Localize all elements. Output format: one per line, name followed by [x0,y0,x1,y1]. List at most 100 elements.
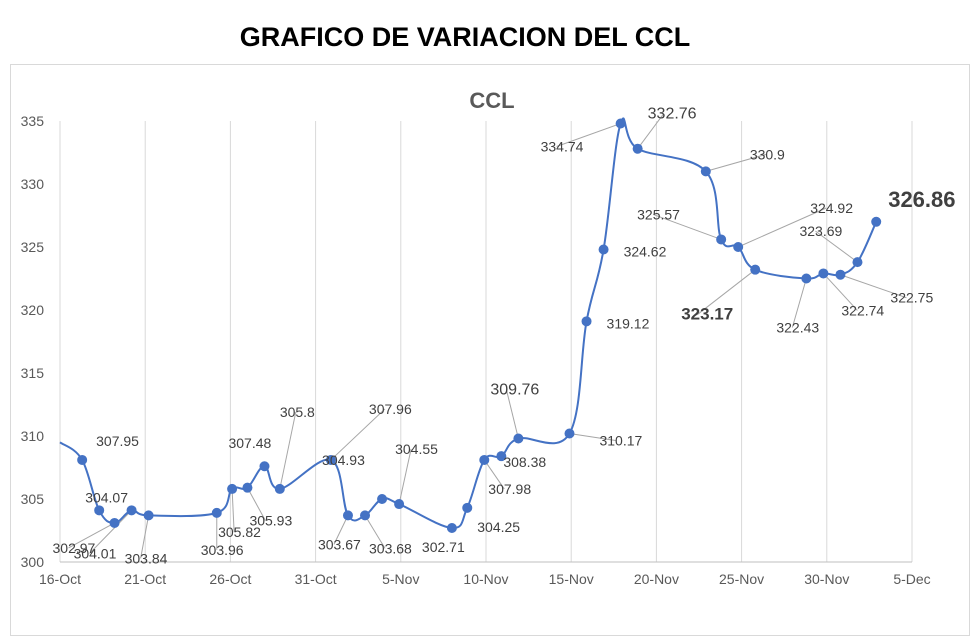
label-leader-line [483,459,505,490]
data-label: 324.62 [624,244,667,260]
data-point [871,216,882,227]
data-label: 308.38 [503,454,546,470]
chart-frame [10,64,970,636]
data-point [598,244,609,255]
x-tick-label: 5-Nov [382,571,419,587]
data-label: 334.74 [541,139,584,155]
data-label: 323.69 [799,223,842,239]
x-tick-label: 20-Nov [634,571,679,587]
data-label: 324.92 [810,200,853,216]
page-title: GRAFICO DE VARIACION DEL CCL [239,22,691,52]
label-leader-line [140,515,150,559]
x-tick-label: 15-Nov [549,571,594,587]
data-markers [77,118,882,533]
data-point [615,118,626,129]
data-point [242,482,253,493]
y-tick-label: 325 [21,239,45,255]
data-point [716,234,727,245]
data-point [94,505,105,516]
data-point [496,451,507,462]
label-leader-line [637,113,665,150]
label-leader-line [823,273,858,311]
label-leader-line [705,153,766,172]
data-label: 307.98 [488,481,531,497]
x-tick-label: 5-Dec [893,571,930,587]
data-point [564,428,575,439]
x-tick-label: 21-Oct [124,571,166,587]
data-point [126,505,137,516]
data-point [377,494,388,504]
data-label: 305.93 [249,513,292,529]
y-tick-label: 305 [21,491,45,507]
data-label: 322.74 [841,302,884,318]
data-point [143,510,154,521]
y-tick-label: 330 [21,176,45,192]
data-label: 307.96 [369,401,412,417]
label-leader-line [791,278,807,328]
data-point [835,269,846,280]
y-tick-label: 315 [21,365,45,381]
data-point [109,517,120,528]
x-tick-label: 10-Nov [463,571,508,587]
data-label: 309.76 [490,382,539,399]
data-point [750,264,761,275]
data-label: 304.93 [322,452,365,468]
y-tick-label: 335 [21,113,45,129]
data-label: 307.95 [96,433,139,449]
data-point [394,499,405,510]
x-tick-label: 31-Oct [295,571,337,587]
data-label: 302.71 [422,539,465,555]
data-label: 303.67 [318,536,361,552]
data-point [446,522,457,533]
x-tick-label: 26-Oct [209,571,251,587]
data-point [852,257,863,268]
data-label: 304.01 [74,545,117,561]
label-leaders [68,113,907,559]
data-point [274,483,285,494]
label-leader-line [279,411,297,490]
ccl-series-line [59,117,878,529]
label-leader-line [89,509,132,554]
data-point [479,454,490,465]
data-label: 322.43 [776,320,819,336]
data-label: 322.75 [890,290,933,306]
data-label: 303.96 [201,542,244,558]
data-point [733,242,744,252]
data-point [211,507,222,518]
x-tick-label: 30-Nov [804,571,849,587]
data-label: 326.86 [888,187,955,212]
x-tick-label: 16-Oct [39,571,81,587]
data-point [342,510,353,521]
y-tick-label: 310 [21,428,45,444]
data-label: 304.25 [477,519,520,535]
label-leader-line [330,408,386,461]
label-leader-line [556,123,621,147]
data-label: 330.9 [750,146,785,162]
axes: 16-Oct 21-Oct 26-Oct 31-Oct 5-Nov 10-Nov 15-No… [21,113,931,587]
label-leader-line [652,213,722,240]
label-leader-line [569,432,616,441]
data-label: 304.55 [395,441,438,457]
y-tick-label: 320 [21,302,45,318]
data-point [360,510,371,521]
y-tick-label: 300 [21,554,45,570]
data-label: 303.68 [369,540,412,556]
label-leader-line [696,269,756,316]
data-label: 302.97 [53,540,96,556]
data-point [700,166,711,177]
data-point [818,268,829,279]
data-label: 319.12 [607,315,650,331]
label-leader-line [68,522,115,549]
label-leader-line [231,488,235,532]
data-label: 307.48 [228,435,271,451]
data-point [513,433,524,444]
label-leader-line [364,515,386,549]
label-leader-line [505,389,519,439]
data-label: 304.07 [85,489,128,505]
data-label: 332.76 [648,106,697,123]
data-label: 305.8 [280,404,315,420]
data-point [581,316,592,327]
data-label: 310.17 [599,432,642,448]
label-leader-line [247,487,266,521]
